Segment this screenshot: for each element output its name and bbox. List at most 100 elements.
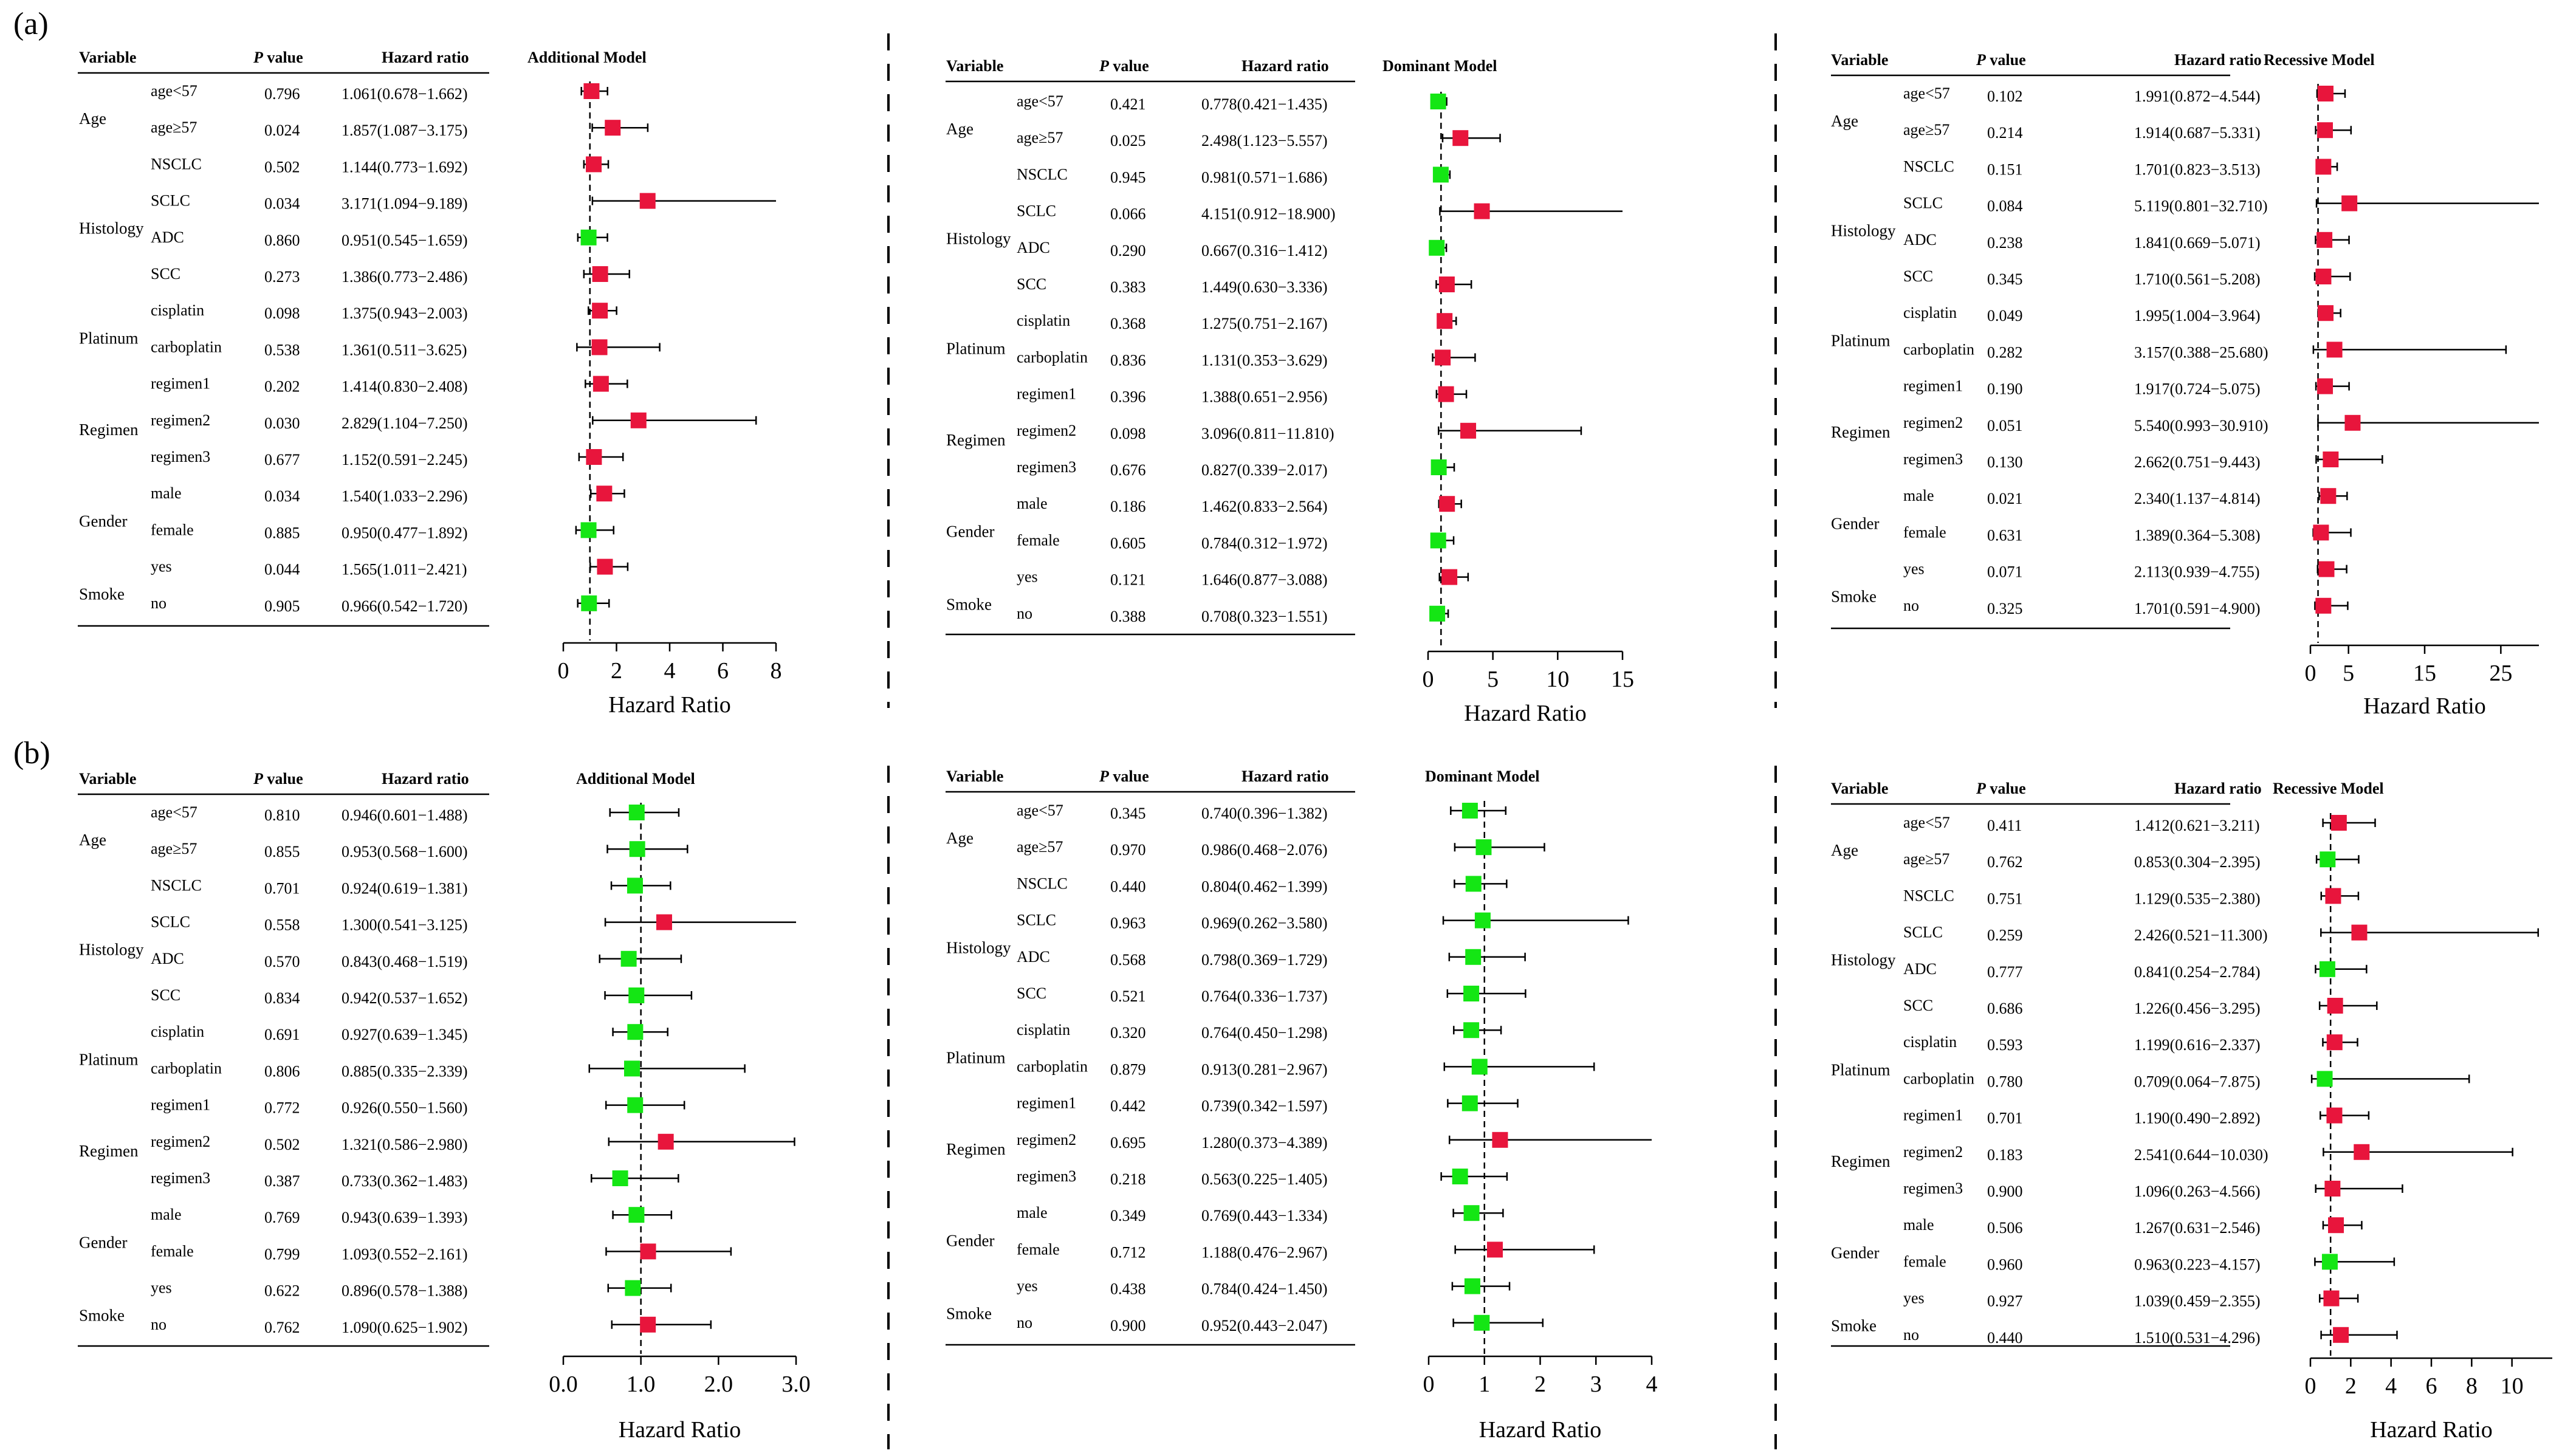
point-marker bbox=[1465, 949, 1482, 965]
point-marker bbox=[1432, 167, 1449, 183]
row-hazard-ratio: 0.798(0.369−1.729) bbox=[1201, 951, 1327, 969]
x-tick-label: 5 bbox=[1487, 667, 1499, 692]
row-label: female bbox=[1017, 1240, 1060, 1258]
row-p-value: 0.593 bbox=[1987, 1036, 2023, 1054]
point-marker bbox=[628, 805, 645, 820]
row-p-value: 0.190 bbox=[1987, 380, 2023, 398]
row-p-value: 0.098 bbox=[264, 304, 300, 322]
row-p-value: 0.568 bbox=[1110, 951, 1146, 969]
row-p-value: 0.521 bbox=[1110, 987, 1146, 1005]
point-marker bbox=[597, 558, 613, 575]
row-p-value: 0.202 bbox=[264, 378, 300, 396]
point-marker bbox=[580, 522, 597, 538]
point-marker bbox=[639, 193, 656, 209]
row-label: yes bbox=[1903, 1289, 1925, 1307]
point-marker bbox=[2341, 195, 2358, 211]
row-hazard-ratio: 0.952(0.443−2.047) bbox=[1201, 1317, 1327, 1334]
row-p-value: 0.084 bbox=[1987, 197, 2023, 215]
row-label: yes bbox=[1017, 568, 1038, 586]
row-hazard-ratio: 2.340(1.137−4.814) bbox=[2134, 490, 2260, 507]
row-p-value: 0.151 bbox=[1987, 160, 2023, 178]
row-p-value: 0.214 bbox=[1987, 124, 2023, 142]
row-label: cisplatin bbox=[151, 301, 204, 319]
point-marker bbox=[1429, 239, 1445, 256]
x-tick-label: 2 bbox=[1534, 1372, 1546, 1397]
row-p-value: 0.945 bbox=[1110, 168, 1146, 186]
group-label-smoke: Smoke bbox=[79, 585, 125, 603]
row-hazard-ratio: 0.986(0.468−2.076) bbox=[1201, 841, 1327, 859]
header-p-value: P value bbox=[253, 770, 303, 788]
point-marker bbox=[2318, 305, 2334, 321]
row-p-value: 0.677 bbox=[264, 451, 300, 469]
point-marker bbox=[2317, 86, 2334, 101]
group-label-gender: Gender bbox=[946, 1231, 994, 1249]
row-hazard-ratio: 0.896(0.578−1.388) bbox=[342, 1282, 467, 1300]
row-label: regimen2 bbox=[1903, 414, 1963, 431]
row-label: age≥57 bbox=[151, 118, 197, 136]
group-label-regimen: Regimen bbox=[946, 1140, 1006, 1158]
row-hazard-ratio: 1.388(0.651−2.956) bbox=[1201, 388, 1327, 406]
group-label-regimen: Regimen bbox=[79, 421, 139, 439]
row-label: carboplatin bbox=[1903, 1070, 1974, 1087]
plot-title: Dominant Model bbox=[1382, 57, 1497, 75]
row-hazard-ratio: 1.646(0.877−3.088) bbox=[1201, 571, 1327, 589]
point-marker bbox=[592, 303, 608, 319]
x-tick-label: 1 bbox=[1478, 1372, 1490, 1397]
row-p-value: 0.130 bbox=[1987, 453, 2023, 471]
row-hazard-ratio: 0.942(0.537−1.652) bbox=[342, 989, 467, 1007]
row-p-value: 0.421 bbox=[1110, 95, 1146, 113]
row-hazard-ratio: 1.414(0.830−2.408) bbox=[342, 378, 467, 396]
x-tick-label: 10 bbox=[2501, 1373, 2524, 1399]
row-hazard-ratio: 1.090(0.625−1.902) bbox=[342, 1319, 467, 1336]
row-label: carboplatin bbox=[1017, 1057, 1088, 1075]
row-hazard-ratio: 0.709(0.064−7.875) bbox=[2134, 1073, 2260, 1090]
row-hazard-ratio: 1.917(0.724−5.075) bbox=[2134, 380, 2260, 398]
row-hazard-ratio: 3.171(1.094−9.189) bbox=[342, 195, 467, 213]
point-marker bbox=[2327, 998, 2343, 1014]
row-p-value: 0.049 bbox=[1987, 307, 2023, 325]
row-p-value: 0.762 bbox=[264, 1319, 300, 1336]
point-marker bbox=[583, 83, 600, 99]
row-label: SCC bbox=[1017, 984, 1046, 1002]
group-label-age: Age bbox=[946, 829, 974, 847]
row-label: regimen1 bbox=[1903, 1107, 1963, 1124]
x-tick-label: 6 bbox=[717, 658, 729, 684]
row-p-value: 0.927 bbox=[1987, 1293, 2023, 1310]
row-label: age<57 bbox=[151, 803, 197, 821]
point-marker bbox=[586, 449, 602, 465]
row-hazard-ratio: 0.841(0.254−2.784) bbox=[2134, 963, 2260, 981]
row-p-value: 0.905 bbox=[264, 597, 300, 615]
row-p-value: 0.368 bbox=[1110, 315, 1146, 332]
group-label-gender: Gender bbox=[1831, 514, 1879, 532]
group-label-histology: Histology bbox=[79, 941, 144, 959]
point-marker bbox=[1463, 986, 1480, 1001]
row-p-value: 0.102 bbox=[1987, 88, 2023, 105]
row-label: regimen3 bbox=[1017, 458, 1076, 476]
row-label: NSCLC bbox=[151, 876, 202, 894]
row-hazard-ratio: 1.267(0.631−2.546) bbox=[2134, 1219, 2260, 1237]
row-p-value: 0.631 bbox=[1987, 526, 2023, 544]
row-hazard-ratio: 1.275(0.751−2.167) bbox=[1201, 315, 1327, 332]
row-hazard-ratio: 1.039(0.459−2.355) bbox=[2134, 1293, 2260, 1310]
x-axis-label: Hazard Ratio bbox=[2363, 693, 2486, 719]
header-hazard-ratio: Hazard ratio bbox=[1242, 767, 1329, 785]
point-marker bbox=[1463, 1205, 1480, 1221]
point-marker bbox=[1430, 94, 1446, 109]
row-p-value: 0.273 bbox=[264, 268, 300, 286]
row-hazard-ratio: 0.804(0.462−1.399) bbox=[1201, 877, 1327, 895]
group-label-age: Age bbox=[1831, 841, 1858, 859]
forest-plot-6: Variable P value Hazard ratio Age Histology P… bbox=[1831, 780, 2552, 1443]
row-p-value: 0.810 bbox=[264, 806, 300, 824]
point-marker bbox=[2313, 524, 2329, 541]
panel-label-a: (a) bbox=[13, 7, 49, 41]
point-marker bbox=[640, 1316, 656, 1333]
point-marker bbox=[605, 120, 621, 136]
row-p-value: 0.502 bbox=[264, 1136, 300, 1153]
row-label: regimen2 bbox=[151, 411, 210, 429]
header-hazard-ratio: Hazard ratio bbox=[1242, 57, 1329, 75]
group-label-regimen: Regimen bbox=[79, 1142, 139, 1160]
header-p-value: P value bbox=[1099, 767, 1149, 785]
row-hazard-ratio: 2.498(1.123−5.557) bbox=[1201, 132, 1327, 149]
header-p-value: P value bbox=[253, 49, 303, 66]
